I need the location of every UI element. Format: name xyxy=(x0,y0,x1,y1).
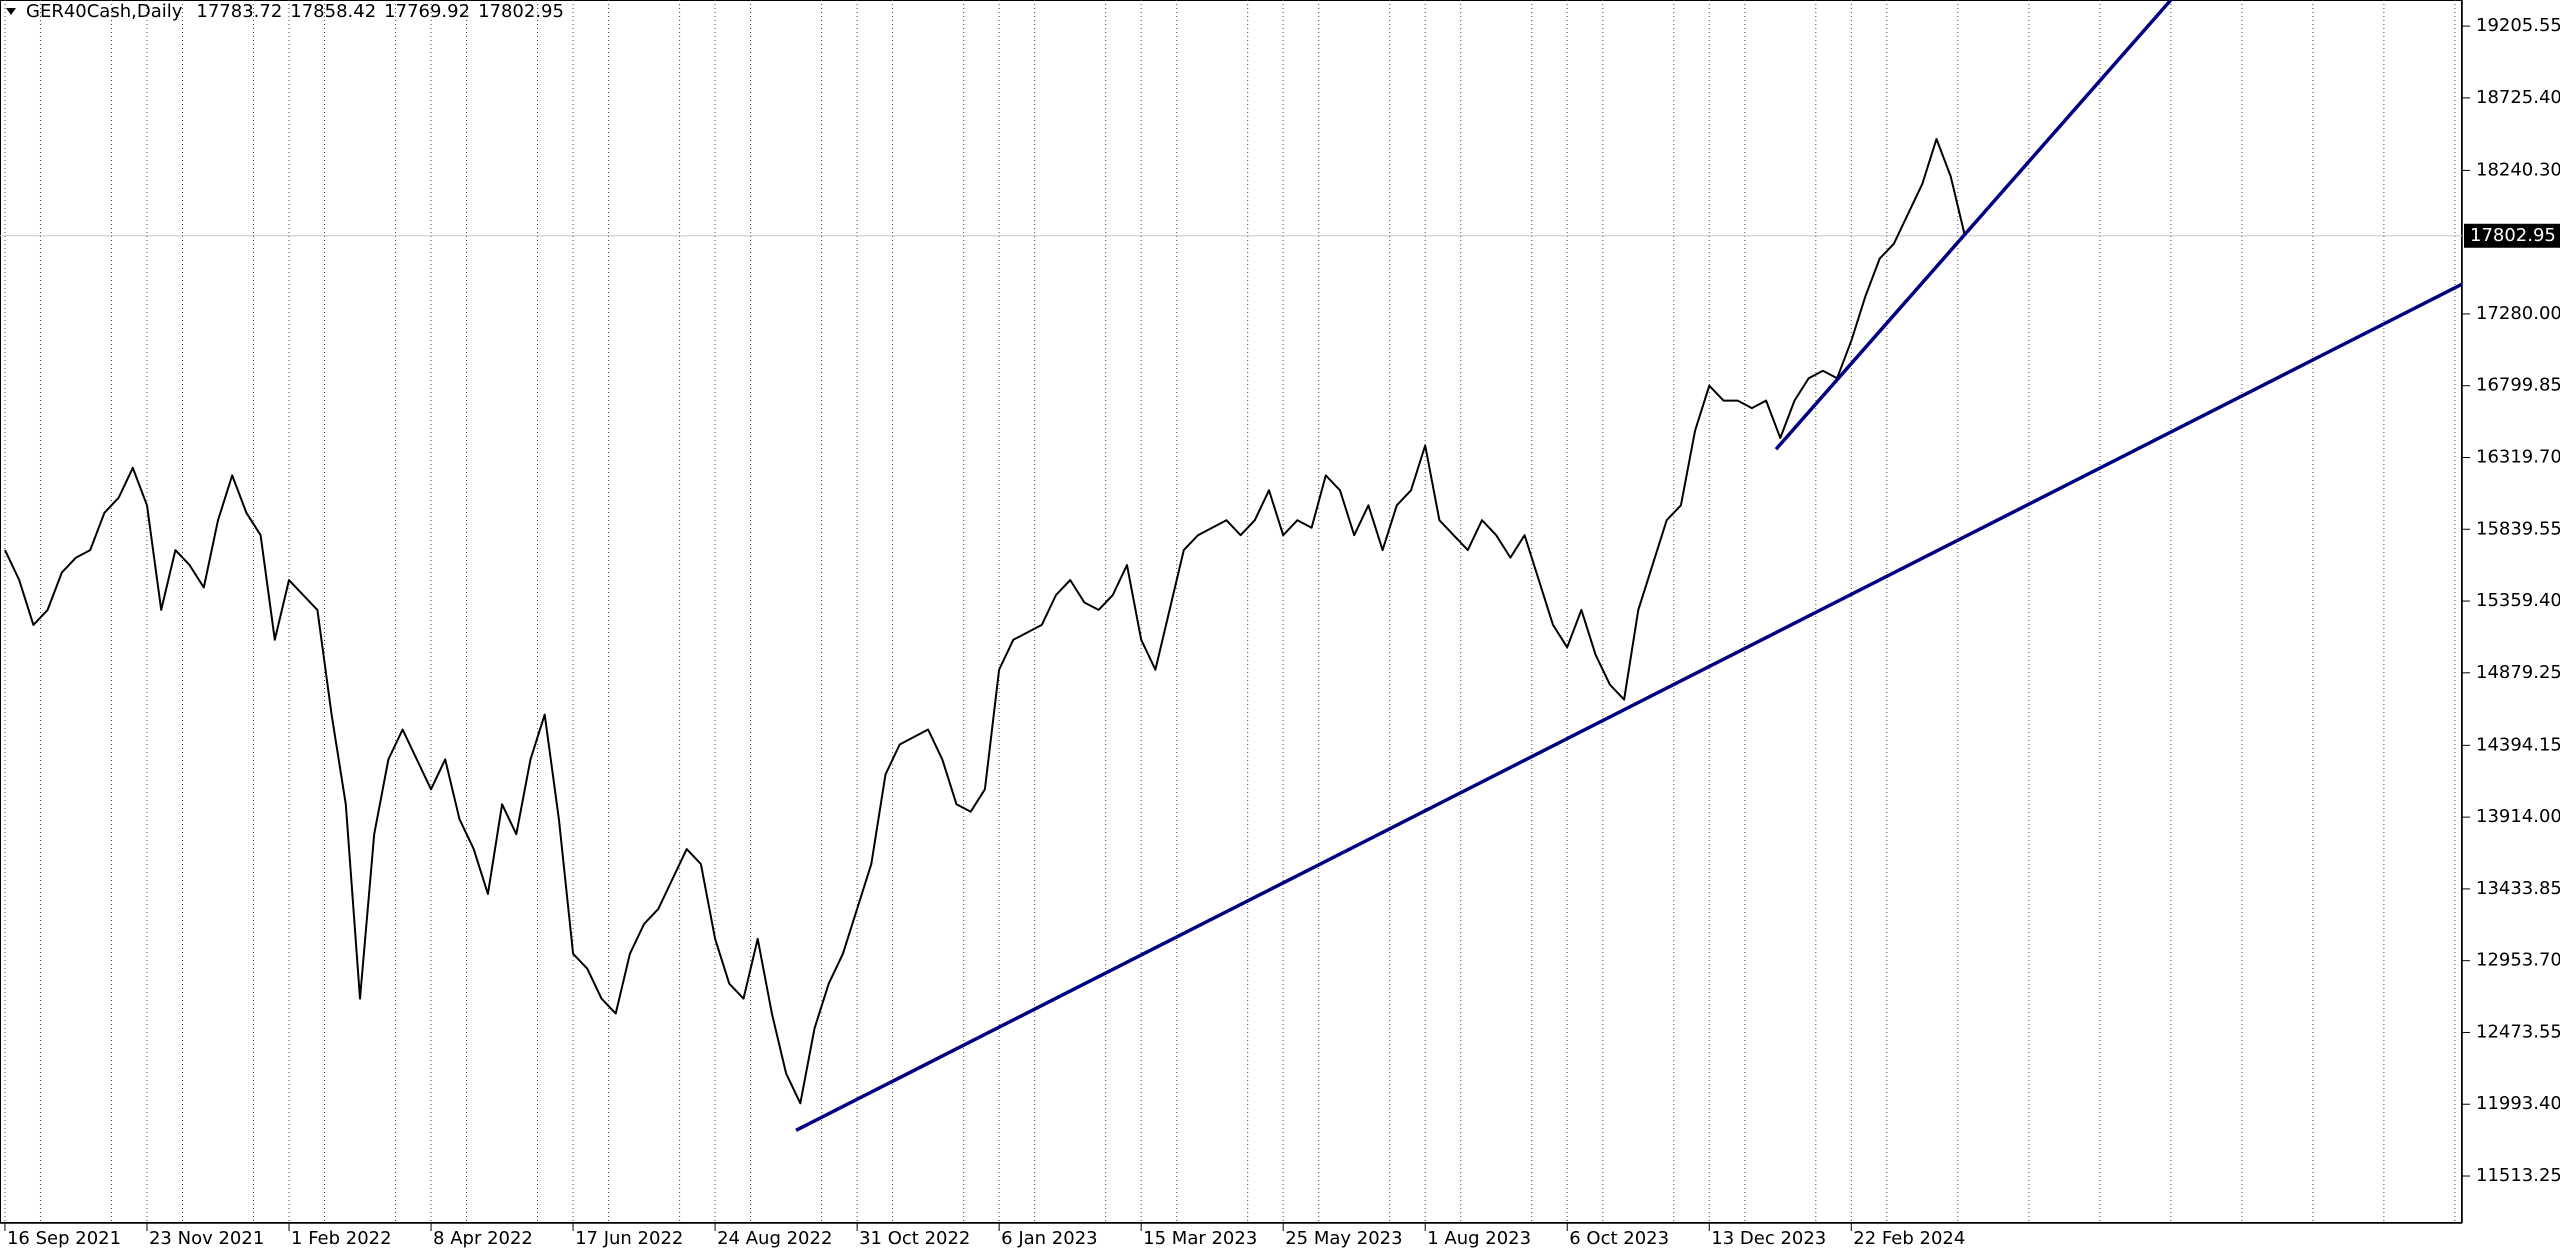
y-tick-label: 13433.85 xyxy=(2476,878,2560,899)
x-tick-label: 6 Jan 2023 xyxy=(1001,1228,1097,1249)
x-tick-label: 1 Aug 2023 xyxy=(1427,1228,1531,1249)
y-tick-label: 17280.00 xyxy=(2476,303,2560,324)
plot-frame xyxy=(0,0,2462,1223)
close: 17802.95 xyxy=(478,1,564,22)
y-tick-label: 18240.30 xyxy=(2476,159,2560,180)
y-tick-label: 16799.85 xyxy=(2476,375,2560,396)
y-tick-label: 14394.15 xyxy=(2476,734,2560,755)
y-tick-label: 12953.70 xyxy=(2476,950,2560,971)
price-label: 17802.95 xyxy=(2470,225,2556,246)
y-tick-label: 18725.40 xyxy=(2476,87,2560,108)
y-tick-label: 19205.55 xyxy=(2476,15,2560,36)
x-tick-label: 1 Feb 2022 xyxy=(291,1228,392,1249)
low: 17769.92 xyxy=(384,1,470,22)
chart-title: GER40Cash,Daily 17783.72 17858.42 17769.92 1… xyxy=(26,1,564,22)
trendline xyxy=(1774,0,2173,451)
x-tick-label: 31 Oct 2022 xyxy=(859,1228,970,1249)
x-tick-label: 15 Mar 2023 xyxy=(1143,1228,1257,1249)
x-tick-label: 25 May 2023 xyxy=(1285,1228,1402,1249)
x-tick-label: 8 Apr 2022 xyxy=(433,1228,533,1249)
price-line xyxy=(4,138,1966,1105)
y-tick-label: 16319.70 xyxy=(2476,446,2560,467)
y-tick-label: 11993.40 xyxy=(2476,1093,2560,1114)
x-tick-label: 23 Nov 2021 xyxy=(149,1228,264,1249)
y-tick-label: 13914.00 xyxy=(2476,806,2560,827)
open: 17783.72 xyxy=(196,1,282,22)
x-tick-label: 24 Aug 2022 xyxy=(717,1228,832,1249)
menu-arrow[interactable] xyxy=(6,8,16,15)
x-tick-label: 6 Oct 2023 xyxy=(1569,1228,1669,1249)
x-tick-label: 17 Jun 2022 xyxy=(575,1228,683,1249)
y-tick-label: 14879.25 xyxy=(2476,662,2560,683)
x-tick-label: 16 Sep 2021 xyxy=(7,1228,121,1249)
high: 17858.42 xyxy=(290,1,376,22)
x-tick-label: 22 Feb 2024 xyxy=(1853,1228,1965,1249)
trendline xyxy=(795,282,2463,1132)
price-label-box xyxy=(2464,223,2560,248)
x-tick-label: 13 Dec 2023 xyxy=(1711,1228,1826,1249)
y-tick-label: 12473.55 xyxy=(2476,1021,2560,1042)
y-tick-label: 11513.25 xyxy=(2476,1165,2560,1186)
y-tick-label: 15359.40 xyxy=(2476,590,2560,611)
y-tick-label: 15839.55 xyxy=(2476,518,2560,539)
symbol: GER40Cash,Daily xyxy=(26,1,183,22)
